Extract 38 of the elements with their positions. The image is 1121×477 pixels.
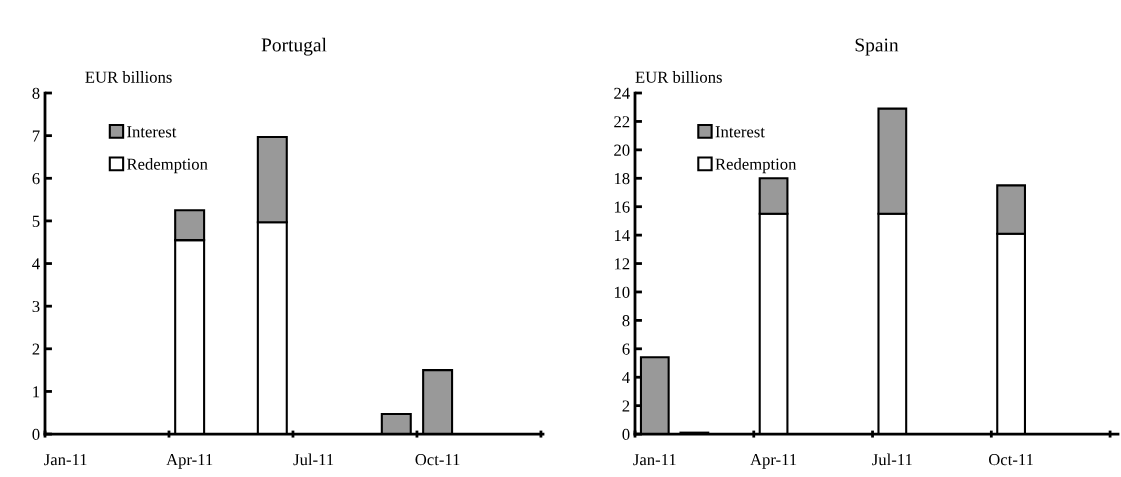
x-tick-label: Apr-11 [750,454,797,469]
x-tick-label: Jul-11 [872,453,912,466]
legend-label: Redemption [126,158,208,174]
y-tick-label: 8 [622,315,630,327]
y-tick-label: 7 [32,130,40,142]
legend-label: Interest [127,126,177,138]
y-tick-label: 2 [622,400,630,412]
y-tick-label: 10 [614,286,630,298]
x-tick-label: Jul-11 [293,453,334,466]
x-tick-label: Jan-11 [44,454,87,466]
y-tick-label: 20 [614,144,630,156]
y-tick-label: 18 [614,172,630,185]
y-tick-label: 14 [614,229,630,241]
x-tick-label: Oct-11 [415,454,460,466]
chart-title: Spain [855,38,899,56]
y-tick-label: 8 [32,87,40,99]
x-tick-label: Apr-11 [166,454,213,469]
y-tick-label: 0 [622,428,630,441]
y-tick-label: 6 [32,173,40,185]
y-tick-label: 4 [32,258,40,270]
y-tick-label: 5 [32,215,40,227]
y-tick-label: 12 [614,258,630,270]
chart-title: Portugal [261,37,327,56]
y-tick-label: 6 [622,343,630,355]
y-tick-label: 3 [32,300,40,313]
x-tick-label: Oct-11 [988,454,1033,466]
legend-label: Interest [715,126,765,138]
y-tick-label: 2 [32,343,40,355]
legend-label: Redemption [715,158,797,174]
y-tick-label: 0 [32,428,40,441]
y-axis-title: EUR billions [635,71,722,83]
y-tick-label: 1 [33,386,40,398]
y-axis-title: EUR billions [85,71,172,83]
y-tick-label: 16 [614,201,630,213]
x-tick-label: Jan-11 [633,454,676,466]
y-tick-label: 4 [622,372,630,384]
y-tick-label: 24 [614,87,630,99]
y-tick-label: 22 [614,116,630,128]
